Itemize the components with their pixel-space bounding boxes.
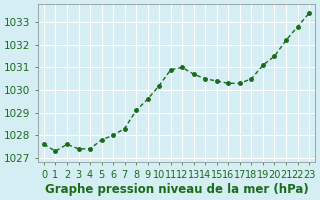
X-axis label: Graphe pression niveau de la mer (hPa): Graphe pression niveau de la mer (hPa) <box>44 183 308 196</box>
